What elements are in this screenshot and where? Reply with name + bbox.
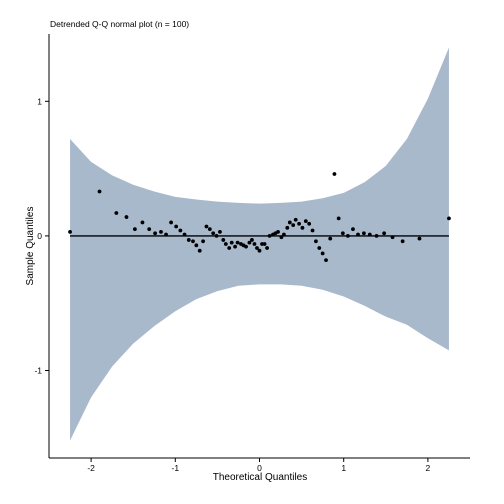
data-point <box>114 211 119 215</box>
data-point <box>229 240 234 245</box>
data-point <box>447 216 451 221</box>
data-point <box>310 228 315 233</box>
data-point <box>374 234 379 238</box>
data-point <box>164 232 168 237</box>
data-point <box>285 225 290 230</box>
data-points <box>68 172 451 263</box>
data-point <box>124 215 129 219</box>
data-point <box>314 239 318 244</box>
data-point <box>204 224 209 229</box>
data-point <box>182 232 187 237</box>
data-point <box>346 234 350 238</box>
chart-title: Detrended Q-Q normal plot (n = 100) <box>50 19 189 29</box>
data-point <box>400 239 405 244</box>
data-point <box>351 227 355 232</box>
data-point <box>291 223 296 228</box>
data-point <box>255 246 259 250</box>
data-point <box>186 238 191 242</box>
data-point <box>340 231 345 236</box>
data-point <box>214 234 219 238</box>
x-tick-label: 2 <box>426 463 431 473</box>
data-point <box>362 231 366 236</box>
data-point <box>250 238 254 242</box>
data-point <box>178 228 183 233</box>
data-point <box>159 229 163 234</box>
data-point <box>382 231 387 236</box>
x-tick-label: -2 <box>87 463 95 473</box>
data-point <box>356 232 360 237</box>
data-point <box>235 240 240 245</box>
y-tick-label: -1 <box>34 366 42 376</box>
y-axis-title: Sample Quantiles <box>25 207 36 286</box>
data-point <box>417 236 422 241</box>
x-tick-label: -1 <box>172 463 180 473</box>
data-point <box>244 244 248 249</box>
data-point <box>317 246 322 250</box>
data-point <box>328 236 333 241</box>
x-axis-title: Theoretical Quantiles <box>213 472 308 483</box>
data-point <box>390 235 395 240</box>
data-point <box>174 224 179 229</box>
data-point <box>68 229 72 234</box>
data-point <box>297 221 301 226</box>
data-point <box>223 242 228 246</box>
y-axis-ticks: -1 0 1 <box>34 96 49 376</box>
data-point <box>276 229 280 234</box>
data-point <box>147 227 152 232</box>
data-point <box>320 251 325 256</box>
data-point <box>197 248 202 253</box>
data-point <box>97 189 102 194</box>
data-point <box>218 229 222 234</box>
data-point <box>211 231 216 236</box>
data-point <box>267 234 272 238</box>
data-point <box>153 231 157 236</box>
data-point <box>282 232 286 237</box>
data-point <box>300 225 305 230</box>
y-tick-label: 1 <box>37 96 42 106</box>
data-point <box>227 246 232 250</box>
data-point <box>140 220 145 225</box>
data-point <box>336 216 341 221</box>
data-point <box>307 221 312 226</box>
data-point <box>265 246 269 250</box>
data-point <box>233 244 237 249</box>
data-point <box>367 232 372 237</box>
data-point <box>262 242 267 246</box>
data-point <box>293 217 298 222</box>
x-tick-label: 0 <box>257 463 262 473</box>
data-point <box>194 243 199 248</box>
data-point <box>279 235 284 240</box>
data-point <box>324 258 328 263</box>
data-point <box>201 239 205 244</box>
y-tick-label: 0 <box>37 231 42 241</box>
data-point <box>191 239 195 244</box>
data-point <box>287 220 292 225</box>
data-point <box>257 248 262 253</box>
x-tick-label: 1 <box>341 463 346 473</box>
data-point <box>247 240 252 245</box>
data-point <box>332 172 337 176</box>
x-axis-ticks: -2 -1 0 1 2 <box>87 458 431 473</box>
confidence-band <box>70 47 449 441</box>
data-point <box>303 219 308 223</box>
data-point <box>221 238 226 242</box>
data-point <box>132 227 137 232</box>
plot-area <box>68 47 451 441</box>
data-point <box>252 242 257 246</box>
data-point <box>169 220 173 225</box>
data-point <box>207 227 212 232</box>
